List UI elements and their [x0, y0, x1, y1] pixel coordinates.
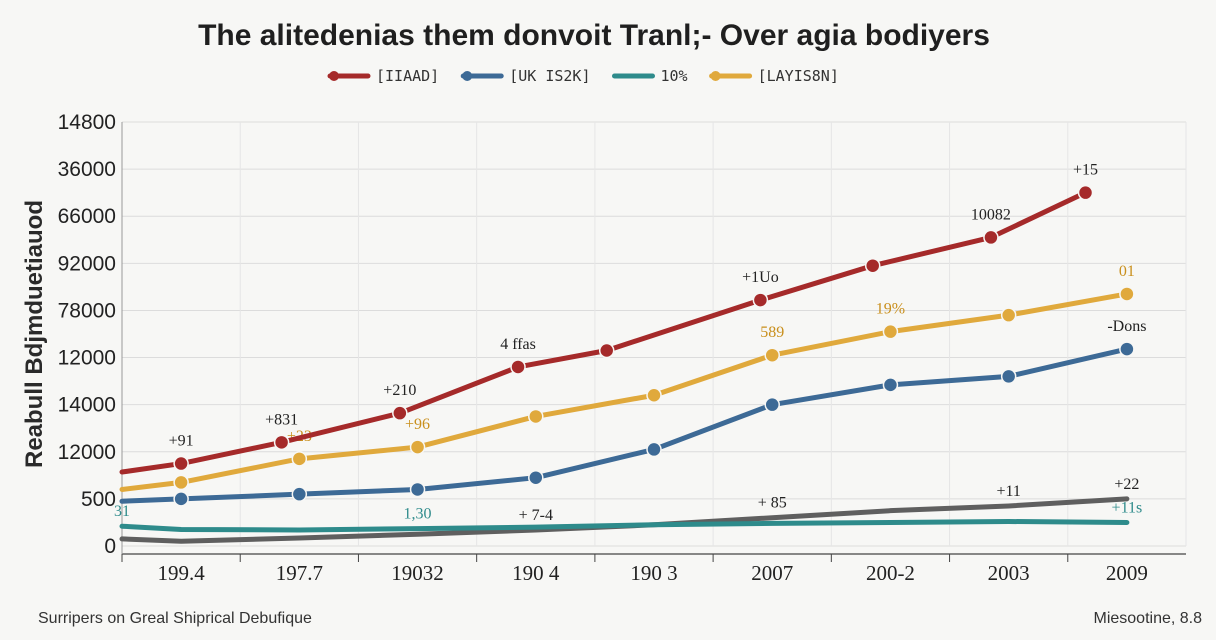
footer-source: Surripers on Greal Shiprical Debufique — [38, 610, 312, 627]
y-tick-label: 78000 — [58, 299, 116, 322]
data-label: +91 — [169, 433, 194, 450]
data-point — [882, 377, 899, 393]
data-point — [173, 474, 189, 491]
x-tick-label: 2003 — [988, 561, 1030, 585]
data-label: 01 — [1119, 263, 1135, 280]
data-label: + 7-4 — [519, 507, 553, 524]
data-point — [646, 441, 662, 458]
series-line — [119, 190, 1089, 475]
data-point — [528, 408, 544, 425]
x-tick-label: 19032 — [391, 561, 444, 585]
data-label: +22 — [1114, 476, 1139, 493]
data-label: 589 — [760, 324, 784, 341]
data-point — [1000, 368, 1017, 385]
data-label: + 85 — [758, 495, 787, 512]
y-tick-label: 36000 — [58, 158, 116, 181]
x-tick-label: 197.7 — [276, 561, 323, 585]
data-point — [1000, 307, 1017, 323]
y-tick-label: 12000 — [58, 347, 116, 370]
x-tick-label: 199.4 — [157, 561, 205, 585]
footer-note: Miesootine, 8.8 — [1093, 610, 1202, 627]
chart-title: The alitedenias them donvoit Tranl;- Ove… — [198, 19, 990, 52]
x-tick-label: 190 3 — [630, 561, 677, 585]
data-label: +11s — [1112, 499, 1143, 516]
data-point — [528, 469, 544, 486]
data-point — [1119, 341, 1135, 357]
series-line — [119, 519, 1130, 533]
data-label: 31 — [114, 503, 130, 520]
y-tick-label: 12000 — [58, 441, 116, 464]
y-tick-label: 500 — [81, 488, 116, 511]
data-label: +1Uo — [742, 269, 779, 286]
data-point — [1119, 286, 1135, 302]
data-label: +96 — [405, 416, 430, 433]
data-label: +210 — [383, 382, 416, 399]
axes: 0 500 12000 14000 12000 78000 92000 66000 36000 1… — [58, 111, 1186, 585]
data-label: +831 — [265, 411, 298, 428]
legend-marker — [329, 71, 339, 81]
legend-label: [UK IS2K] — [509, 67, 590, 85]
data-label: 4 ffas — [500, 336, 536, 353]
data-point — [983, 229, 999, 246]
data-point — [864, 257, 881, 274]
data-point — [392, 405, 408, 421]
legend-label: [LAYIS8N] — [758, 67, 839, 85]
legend: [IIAAD] [UK IS2K] 10% [LAYIS8N] — [327, 67, 839, 85]
x-tick-label: 200-2 — [866, 561, 915, 585]
data-point — [291, 486, 308, 502]
data-label: 10082 — [971, 206, 1011, 223]
data-point — [598, 342, 615, 359]
data-point — [409, 481, 426, 498]
legend-label: 10% — [661, 67, 688, 85]
y-tick-label: 66000 — [58, 205, 116, 228]
legend-label: [IIAAD] — [376, 67, 439, 85]
data-label: 19% — [876, 301, 905, 318]
data-point — [291, 451, 308, 467]
data-label: +11 — [996, 483, 1020, 500]
data-point — [752, 292, 769, 308]
data-point — [273, 434, 290, 451]
data-label: 1,30 — [404, 506, 432, 523]
data-point — [1077, 184, 1094, 201]
data-point — [882, 323, 899, 340]
series-line — [119, 291, 1130, 492]
y-tick-label: 14800 — [58, 111, 116, 134]
data-point — [510, 359, 526, 375]
data-point — [646, 387, 662, 403]
data-point — [764, 347, 780, 363]
y-tick-label: 14000 — [58, 394, 116, 417]
x-tick-label: 2009 — [1106, 561, 1148, 585]
y-tick-label: 0 — [104, 535, 116, 558]
data-label: -Dons — [1107, 318, 1146, 335]
data-point — [409, 439, 426, 455]
legend-marker — [462, 71, 473, 81]
legend-marker — [710, 71, 721, 81]
x-tick-label: 190 4 — [512, 561, 560, 585]
y-axis-label: Reabull Bdjmduetiauod — [21, 200, 48, 468]
series-line — [119, 346, 1130, 504]
data-point — [173, 491, 189, 507]
data-point — [173, 455, 189, 472]
y-tick-label: 92000 — [58, 252, 116, 275]
data-point — [764, 396, 780, 413]
data-label: +15 — [1073, 162, 1098, 179]
x-tick-label: 2007 — [751, 561, 793, 585]
